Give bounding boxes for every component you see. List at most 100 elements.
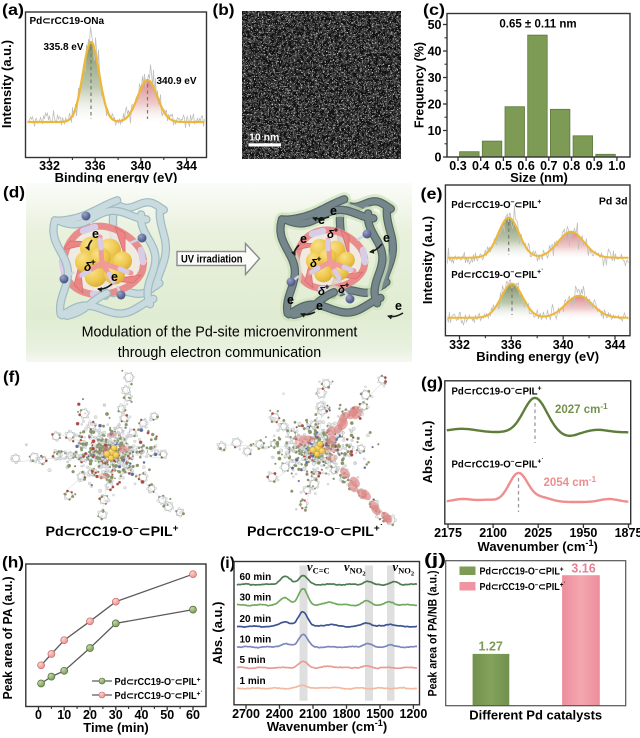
svg-text:e: e bbox=[395, 299, 402, 313]
svg-text:e: e bbox=[316, 299, 323, 313]
svg-text:through electron communication: through electron communication bbox=[118, 345, 321, 361]
svg-text:Pd⊂rCC19-O–⊂PIL+˙: Pd⊂rCC19-O–⊂PIL+˙ bbox=[451, 268, 543, 281]
svg-text:1875: 1875 bbox=[615, 526, 640, 540]
svg-text:e: e bbox=[330, 204, 337, 218]
svg-text:Frequency (%): Frequency (%) bbox=[413, 42, 427, 128]
svg-text:0.4: 0.4 bbox=[472, 159, 489, 173]
svg-text:30: 30 bbox=[109, 708, 123, 722]
svg-text:Peak area of PA (a.u.): Peak area of PA (a.u.) bbox=[1, 577, 15, 700]
svg-text:0: 0 bbox=[35, 708, 42, 722]
svg-text:e: e bbox=[111, 270, 118, 284]
svg-text:δ: δ bbox=[84, 260, 92, 274]
svg-text:Pd⊂rCC19-O–⊂PIL+˙: Pd⊂rCC19-O–⊂PIL+˙ bbox=[452, 458, 544, 471]
svg-text:Binding energy (eV): Binding energy (eV) bbox=[476, 349, 599, 364]
svg-text:Binding energy (eV): Binding energy (eV) bbox=[55, 170, 178, 185]
svg-text:40: 40 bbox=[135, 708, 149, 722]
svg-text:1950: 1950 bbox=[569, 526, 597, 540]
svg-text:30 min: 30 min bbox=[240, 593, 272, 604]
svg-text:+: + bbox=[334, 225, 339, 235]
svg-text:(a): (a) bbox=[2, 2, 24, 19]
svg-text:50: 50 bbox=[428, 18, 442, 32]
svg-text:336: 336 bbox=[501, 338, 522, 352]
svg-text:Wavenumber (cm-1): Wavenumber (cm-1) bbox=[478, 538, 598, 554]
svg-text:2027 cm-1: 2027 cm-1 bbox=[555, 402, 608, 417]
svg-text:+: + bbox=[317, 254, 322, 264]
svg-text:2100: 2100 bbox=[299, 707, 327, 721]
svg-text:10 nm: 10 nm bbox=[249, 132, 279, 144]
svg-text:332: 332 bbox=[449, 338, 470, 352]
svg-text:+: + bbox=[345, 280, 350, 290]
svg-text:340: 340 bbox=[130, 159, 151, 173]
svg-text:(j): (j) bbox=[424, 552, 446, 569]
svg-text:(c): (c) bbox=[423, 2, 445, 19]
svg-text:10: 10 bbox=[57, 708, 71, 722]
svg-text:e: e bbox=[318, 213, 325, 227]
svg-text:δ: δ bbox=[318, 286, 326, 298]
svg-text:20: 20 bbox=[83, 708, 97, 722]
svg-text:5 min: 5 min bbox=[240, 655, 266, 666]
svg-text:Intensity (a.u.): Intensity (a.u.) bbox=[0, 40, 14, 128]
svg-text:344: 344 bbox=[605, 338, 626, 352]
svg-text:(e): (e) bbox=[421, 186, 443, 203]
svg-text:Pd⊂rCC19-O–⊂PIL+: Pd⊂rCC19-O–⊂PIL+ bbox=[480, 566, 564, 578]
svg-text:2175: 2175 bbox=[434, 526, 462, 540]
svg-text:Time (min): Time (min) bbox=[83, 720, 149, 735]
svg-text:0.8: 0.8 bbox=[563, 159, 580, 173]
svg-text:(f): (f) bbox=[3, 369, 20, 386]
svg-text:40: 40 bbox=[428, 45, 442, 59]
svg-text:1200: 1200 bbox=[399, 707, 427, 721]
svg-text:+: + bbox=[91, 257, 96, 267]
svg-text:0.5: 0.5 bbox=[495, 159, 512, 173]
svg-text:Pd 3d: Pd 3d bbox=[599, 196, 628, 208]
svg-text:332: 332 bbox=[39, 159, 60, 173]
svg-text:e: e bbox=[287, 293, 294, 307]
svg-text:(d): (d) bbox=[3, 185, 25, 202]
svg-text:e: e bbox=[383, 231, 390, 245]
svg-text:(h): (h) bbox=[2, 555, 24, 572]
svg-text:10: 10 bbox=[428, 124, 442, 138]
svg-text:0.6: 0.6 bbox=[517, 159, 534, 173]
svg-text:1.27: 1.27 bbox=[479, 640, 503, 654]
svg-text:335.8 eV: 335.8 eV bbox=[44, 42, 84, 53]
svg-text:50: 50 bbox=[160, 708, 174, 722]
svg-text:Pd⊂rCC19-O–⊂PIL+: Pd⊂rCC19-O–⊂PIL+ bbox=[451, 198, 541, 211]
svg-text:Abs. (a.u.): Abs. (a.u.) bbox=[420, 421, 435, 484]
svg-text:10 min: 10 min bbox=[240, 635, 272, 646]
svg-text:Pd⊂rCC19-O–⊂PIL+˙: Pd⊂rCC19-O–⊂PIL+˙ bbox=[115, 690, 203, 703]
svg-text:2700: 2700 bbox=[232, 707, 260, 721]
svg-text:Pd⊂rCC19-O–⊂PIL+˙: Pd⊂rCC19-O–⊂PIL+˙ bbox=[480, 581, 566, 594]
svg-text:e: e bbox=[300, 232, 307, 246]
svg-text:60: 60 bbox=[186, 708, 200, 722]
svg-text:(g): (g) bbox=[421, 375, 443, 392]
svg-text:0: 0 bbox=[435, 151, 442, 165]
svg-text:Abs. (a.u.): Abs. (a.u.) bbox=[210, 602, 225, 665]
svg-text:0.3: 0.3 bbox=[449, 159, 466, 173]
svg-text:1500: 1500 bbox=[366, 707, 394, 721]
svg-text:60 min: 60 min bbox=[240, 572, 272, 583]
svg-text:Pd⊂rCC19-O–⊂PIL+: Pd⊂rCC19-O–⊂PIL+ bbox=[115, 677, 201, 689]
svg-text:2025: 2025 bbox=[524, 526, 552, 540]
svg-text:δ: δ bbox=[327, 229, 335, 241]
svg-text:0.7: 0.7 bbox=[540, 159, 557, 173]
svg-text:340.9 eV: 340.9 eV bbox=[157, 76, 197, 87]
svg-text:(i): (i) bbox=[220, 555, 235, 572]
svg-text:2400: 2400 bbox=[266, 707, 294, 721]
svg-text:Modulation of the Pd-site micr: Modulation of the Pd-site microenvironme… bbox=[82, 325, 358, 341]
svg-text:336: 336 bbox=[85, 159, 106, 173]
svg-text:Pd⊂rCC19-O–⊂PIL+: Pd⊂rCC19-O–⊂PIL+ bbox=[46, 523, 180, 540]
svg-text:1800: 1800 bbox=[333, 707, 361, 721]
svg-text:340: 340 bbox=[553, 338, 574, 352]
svg-text:Size (nm): Size (nm) bbox=[510, 170, 568, 185]
svg-text:0.9: 0.9 bbox=[586, 159, 603, 173]
svg-text:20: 20 bbox=[428, 98, 442, 112]
svg-text:δ: δ bbox=[338, 284, 346, 296]
svg-text:0.65 ± 0.11 nm: 0.65 ± 0.11 nm bbox=[499, 19, 576, 31]
svg-text:UV irradiation: UV irradiation bbox=[181, 254, 243, 266]
svg-text:Pd⊂rCC19-O–⊂PIL+: Pd⊂rCC19-O–⊂PIL+ bbox=[452, 385, 542, 398]
svg-text:30: 30 bbox=[428, 71, 442, 85]
svg-text:1.0: 1.0 bbox=[608, 159, 625, 173]
svg-text:δ: δ bbox=[310, 258, 318, 270]
svg-text:Different Pd catalysts: Different Pd catalysts bbox=[469, 708, 602, 723]
svg-text:2054 cm-1: 2054 cm-1 bbox=[544, 475, 597, 490]
svg-text:+: + bbox=[325, 282, 330, 292]
